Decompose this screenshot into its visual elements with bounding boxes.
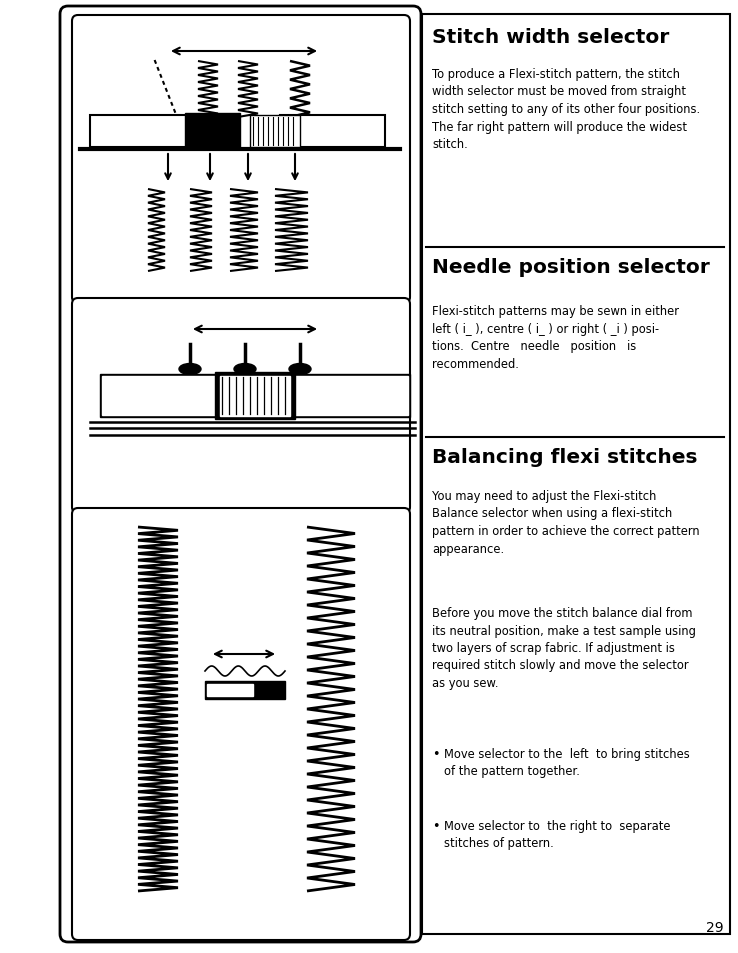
- Bar: [250, 116, 300, 148]
- Text: Balancing flexi stitches: Balancing flexi stitches: [432, 448, 697, 467]
- Bar: [185, 113, 240, 150]
- Text: 29: 29: [706, 920, 724, 934]
- Text: Move selector to the  left  to bring stitches
of the pattern together.: Move selector to the left to bring stitc…: [444, 747, 690, 778]
- FancyBboxPatch shape: [72, 298, 410, 514]
- Ellipse shape: [289, 364, 311, 375]
- Bar: [207, 684, 253, 697]
- Bar: [280, 116, 385, 148]
- FancyBboxPatch shape: [422, 15, 730, 934]
- Text: Flexi-stitch patterns may be sewn in either
left ( i_ ), centre ( i_ ) or right : Flexi-stitch patterns may be sewn in eit…: [432, 305, 679, 370]
- Text: Move selector to  the right to  separate
stitches of pattern.: Move selector to the right to separate s…: [444, 820, 671, 850]
- Text: •: •: [432, 747, 440, 760]
- Bar: [220, 376, 290, 416]
- FancyBboxPatch shape: [72, 16, 410, 304]
- FancyBboxPatch shape: [60, 7, 421, 942]
- FancyBboxPatch shape: [72, 509, 410, 940]
- Text: You may need to adjust the Flexi-stitch
Balance selector when using a flexi-stit: You may need to adjust the Flexi-stitch …: [432, 490, 700, 555]
- Bar: [102, 376, 408, 416]
- Text: Before you move the stitch balance dial from
its neutral position, make a test s: Before you move the stitch balance dial …: [432, 606, 696, 689]
- Text: Stitch width selector: Stitch width selector: [432, 28, 669, 47]
- Text: •: •: [432, 820, 440, 832]
- Text: To produce a Flexi-stitch pattern, the stitch
width selector must be moved from : To produce a Flexi-stitch pattern, the s…: [432, 68, 700, 151]
- Ellipse shape: [179, 364, 201, 375]
- Bar: [205, 681, 285, 700]
- Bar: [215, 373, 295, 419]
- Text: Needle position selector: Needle position selector: [432, 257, 710, 276]
- Ellipse shape: [234, 364, 256, 375]
- Bar: [90, 116, 190, 148]
- Bar: [100, 375, 410, 417]
